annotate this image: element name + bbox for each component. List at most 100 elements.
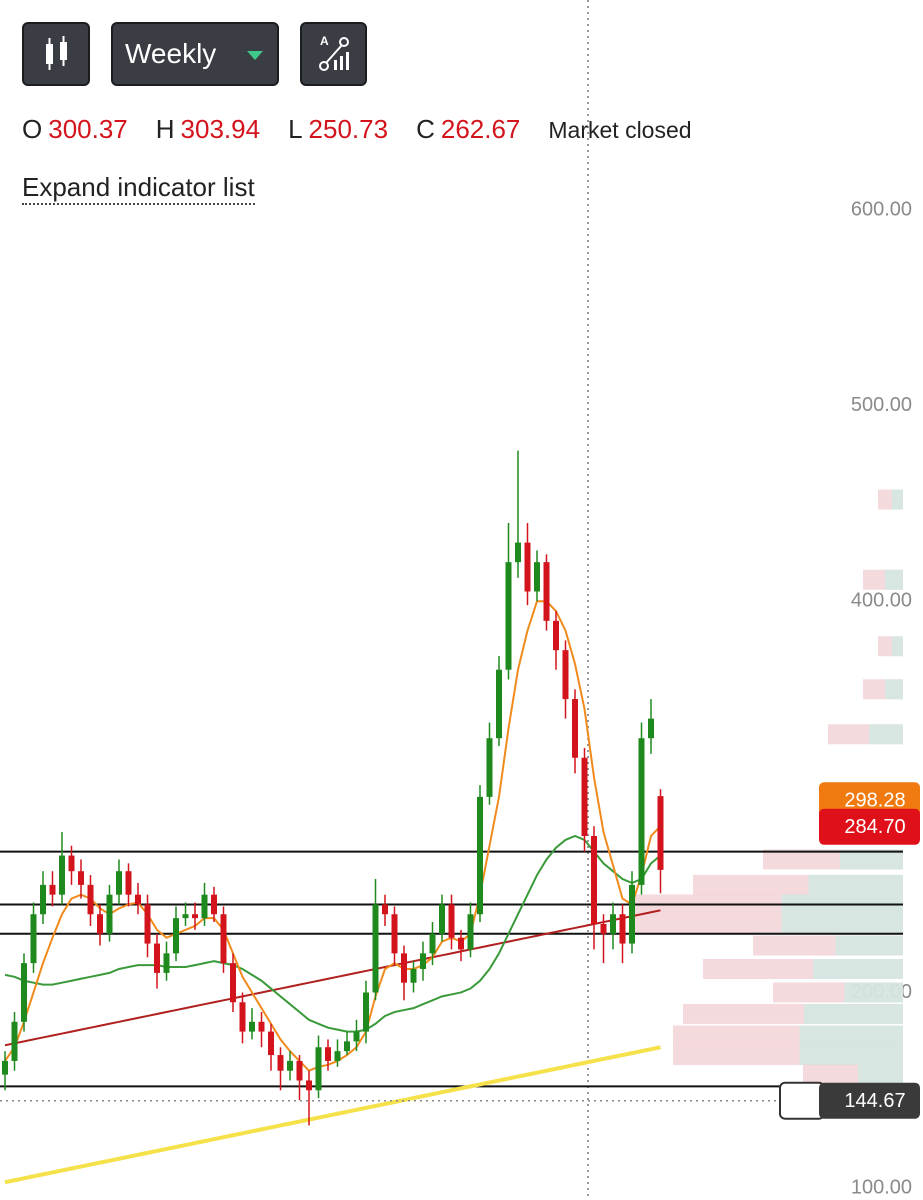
candle-body — [68, 855, 75, 872]
candle-body — [553, 620, 559, 651]
y-tick-label: 400.00 — [851, 590, 912, 612]
price-box-outline — [779, 1081, 825, 1120]
market-status: Market closed — [548, 117, 692, 143]
ohlc-value: 250.73 — [308, 114, 389, 144]
candle-body — [325, 1047, 331, 1061]
candle-body — [363, 992, 369, 1032]
candle-body — [382, 904, 388, 915]
indicator-icon: A — [319, 34, 349, 71]
candle-body — [78, 871, 84, 885]
candle-body — [211, 894, 217, 915]
candle-body — [648, 718, 654, 739]
price-label: 284.70 — [844, 816, 905, 838]
ohlc-value: 262.67 — [440, 114, 521, 144]
volume-profile-bar-part — [885, 679, 903, 700]
candle-body — [619, 914, 626, 944]
indicator-button[interactable]: A — [300, 22, 367, 86]
candle-body — [581, 757, 588, 836]
moving-average — [4, 834, 662, 1033]
candle-body — [106, 894, 113, 934]
candle-body — [40, 884, 46, 915]
candle-body — [334, 1051, 341, 1061]
candle-body — [249, 1021, 255, 1032]
candle-body — [258, 1021, 265, 1032]
volume-profile-bar-part — [808, 874, 903, 895]
candle-body — [486, 738, 493, 797]
moving-average — [4, 600, 662, 1072]
candle-body — [173, 918, 179, 954]
candle-body — [638, 738, 645, 885]
candle-body — [543, 562, 550, 621]
volume-profile-bar-part — [799, 1025, 903, 1046]
candle-body — [182, 914, 189, 919]
ohlc-value: 303.94 — [180, 114, 261, 144]
candle-body — [458, 937, 464, 950]
candle-body — [268, 1031, 274, 1056]
ohlc-key: O — [22, 114, 43, 144]
volume-profile-bar-part — [835, 935, 903, 956]
volume-profile-bar-part — [885, 569, 903, 590]
volume-profile-bar-part — [869, 724, 903, 745]
y-tick-label: 100.00 — [851, 1176, 912, 1198]
ohlc-header: O 300.37 H 303.94 L 250.73 C 262.67 Market close… — [22, 114, 692, 145]
candle-body — [439, 904, 445, 934]
candle-body — [306, 1080, 312, 1091]
volume-profile-bar-part — [804, 1003, 903, 1024]
y-tick-label: 500.00 — [851, 394, 912, 416]
price-label-box — [819, 808, 920, 845]
candle-body — [562, 650, 569, 700]
ohlc-value: 300.37 — [48, 114, 128, 144]
candle-body — [315, 1047, 322, 1091]
candle-body — [467, 914, 474, 950]
price-label-box — [819, 1082, 920, 1119]
candle-body — [87, 884, 94, 915]
candle-body — [610, 914, 616, 934]
candle-body — [192, 914, 198, 919]
candle-body — [135, 894, 141, 905]
candle-body — [448, 904, 455, 938]
candle-body — [296, 1060, 303, 1081]
candle-body — [600, 924, 607, 934]
candle-body — [629, 884, 635, 944]
candle-body — [287, 1060, 293, 1071]
chart-type-button[interactable] — [22, 22, 90, 86]
moving-average — [4, 1045, 661, 1185]
candle-body — [524, 542, 531, 592]
candle-body — [30, 914, 37, 964]
interval-label: Weekly — [125, 38, 217, 69]
candle-body — [230, 963, 236, 1003]
candle-body — [277, 1055, 284, 1071]
y-tick-label: 600.00 — [851, 198, 912, 220]
interval-button[interactable]: Weekly — [111, 22, 279, 86]
candle-body — [97, 914, 103, 934]
candle-body — [344, 1041, 350, 1052]
candle-body — [2, 1060, 8, 1075]
candle-body — [59, 855, 65, 895]
candle-body — [505, 562, 512, 670]
candle-body — [391, 914, 398, 954]
candle-body — [420, 953, 426, 969]
candle-body — [572, 699, 578, 758]
candle-body — [401, 953, 407, 983]
candle-body — [220, 914, 227, 964]
candle-body — [125, 871, 132, 895]
dropdown-arrow — [247, 51, 263, 60]
candle-body — [515, 542, 521, 563]
candle-body — [49, 884, 56, 895]
ohlc-key: H — [155, 114, 175, 144]
candle-body — [11, 1021, 18, 1061]
candle-body — [410, 968, 417, 983]
volume-profile-bar-part — [844, 982, 903, 1003]
moving-average — [4, 909, 661, 1047]
candle-body — [429, 933, 436, 954]
candle-body — [163, 953, 170, 973]
expand-indicator-list[interactable]: Expand indicator list — [22, 172, 255, 205]
candle-body — [372, 904, 379, 993]
candle-body — [657, 796, 664, 870]
ohlc-key: L — [288, 114, 303, 144]
candle-body — [21, 963, 27, 1022]
candle-body — [477, 796, 483, 915]
volume-profile-bar-part — [840, 849, 903, 870]
